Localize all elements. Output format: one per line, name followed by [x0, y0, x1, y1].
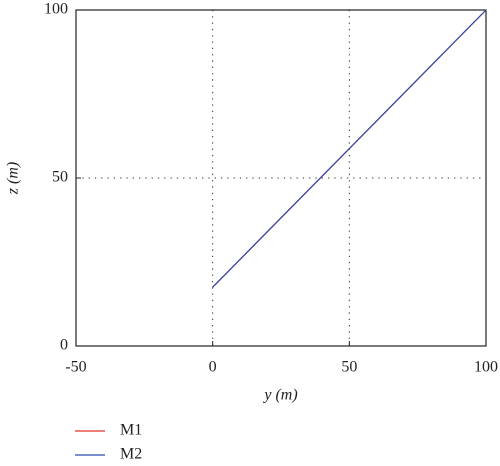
legend-label: M2 [120, 446, 142, 463]
x-axis-label: y (m) [262, 387, 297, 404]
x-tick-label: 50 [341, 359, 357, 376]
y-axis-label: z (m) [5, 162, 22, 195]
x-tick-label: 0 [209, 359, 217, 376]
plot-frame [75, 9, 487, 347]
x-tick-label: -50 [65, 359, 86, 376]
y-tick-label: 0 [60, 337, 68, 354]
legend-label: M1 [120, 422, 142, 439]
x-tick-label: 100 [474, 359, 498, 376]
y-tick-label: 50 [52, 169, 68, 186]
y-tick-label: 100 [44, 1, 68, 18]
series-line [212, 9, 487, 288]
